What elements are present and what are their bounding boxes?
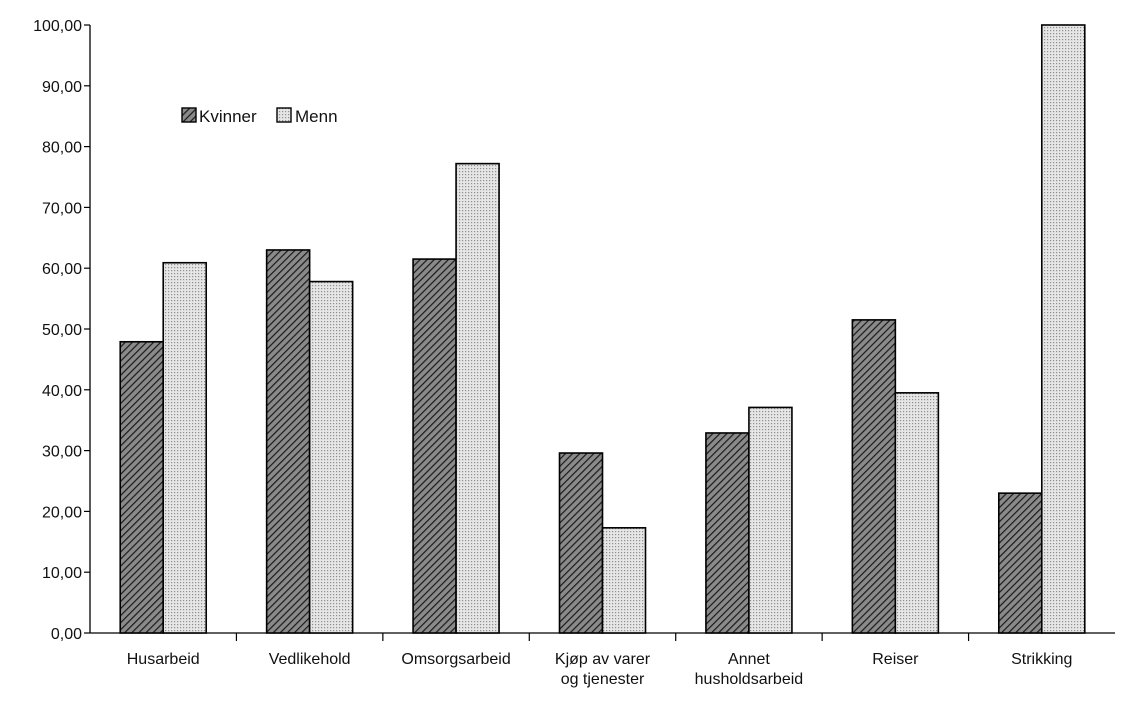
y-tick-label: 70,00 xyxy=(42,200,82,217)
category-label: Reiser xyxy=(872,651,919,668)
legend-label-menn: Menn xyxy=(295,107,338,126)
category-label: Annet husholdsarbeid xyxy=(695,651,804,688)
y-tick-label: 100,00 xyxy=(33,18,82,35)
legend-swatch-kvinner xyxy=(181,107,197,123)
y-tick-label: 50,00 xyxy=(42,322,82,339)
bar-menn xyxy=(308,280,354,634)
category-label: Kjøp av varer og tjenester xyxy=(555,651,651,688)
y-tick-label: 40,00 xyxy=(42,383,82,400)
y-tick-label: 30,00 xyxy=(42,444,82,461)
bar-kvinner xyxy=(705,432,750,634)
bar-kvinner xyxy=(997,492,1043,634)
y-tick-label: 80,00 xyxy=(42,140,82,157)
bar-kvinner xyxy=(851,319,897,634)
bar-menn xyxy=(601,527,647,634)
y-tick-label: 20,00 xyxy=(42,504,82,521)
bar-menn xyxy=(748,406,793,634)
bar-kvinner xyxy=(558,452,604,634)
y-tick-label: 60,00 xyxy=(42,261,82,278)
category-label: Vedlikehold xyxy=(269,651,351,668)
category-labels: Husarbeid Vedlikehold Omsorgsarbeid Kjøp av… xyxy=(127,651,1073,688)
y-tick-label: 10,00 xyxy=(42,565,82,582)
category-label: Husarbeid xyxy=(127,651,200,668)
category-label: Omsorgsarbeid xyxy=(401,651,510,668)
bar-menn xyxy=(1040,24,1086,634)
legend-swatch-menn xyxy=(276,107,292,123)
bar-kvinner xyxy=(265,249,311,634)
bar-menn xyxy=(162,261,208,634)
category-label: Strikking xyxy=(1011,651,1072,668)
y-tick-label: 90,00 xyxy=(42,79,82,96)
axes: 0,00 10,00 20,00 30,00 40,00 50,00 60,00 70,00 8… xyxy=(33,18,1115,643)
legend: Kvinner Menn xyxy=(181,107,338,126)
legend-label-kvinner: Kvinner xyxy=(199,107,257,126)
bars xyxy=(119,24,1086,634)
bar-kvinner xyxy=(412,258,457,634)
bar-menn xyxy=(894,392,940,634)
y-tick-label: 0,00 xyxy=(51,626,82,643)
bar-menn xyxy=(455,162,500,634)
bar-kvinner xyxy=(119,340,165,634)
